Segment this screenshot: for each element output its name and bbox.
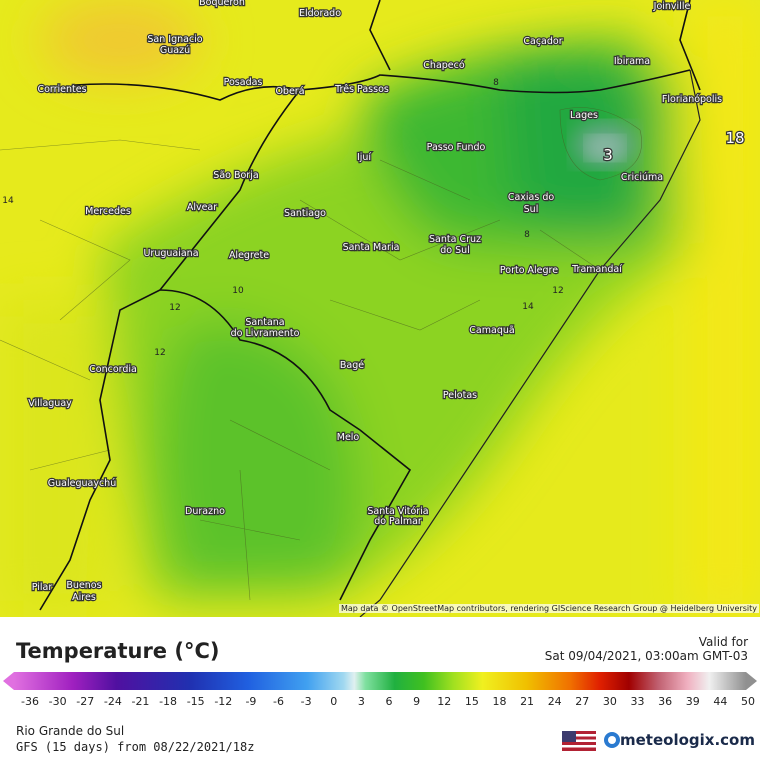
city-label: Melo <box>337 432 360 443</box>
city-label: Passo Fundo <box>427 142 486 153</box>
city-label: Bagé <box>340 360 364 371</box>
region: Rio Grande do Sul <box>16 724 125 738</box>
contour-label: 10 <box>232 286 244 296</box>
city-label: Camaquã <box>469 325 514 336</box>
colorbar-tick: -30 <box>48 695 67 708</box>
colorbar-tick: -3 <box>300 695 312 708</box>
colorbar-tick: 36 <box>658 695 673 708</box>
city-label: Criciúma <box>621 172 663 183</box>
city-label: do Sul <box>440 245 470 256</box>
contour-label: 8 <box>524 230 530 240</box>
city-label: Tramandaí <box>571 264 622 275</box>
colorbar-tick: 33 <box>630 695 645 708</box>
colorbar-tick: -9 <box>245 695 257 708</box>
contour-label: 18 <box>725 129 744 147</box>
city-label: Chapecó <box>423 60 465 71</box>
contour-label: 8 <box>493 78 499 88</box>
colorbar-tick: -27 <box>76 695 95 708</box>
colorbar-tick: 9 <box>413 695 421 708</box>
city-label: Pilar <box>32 582 53 593</box>
city-label: Durazno <box>185 506 225 517</box>
contour-label: 14 <box>522 302 534 312</box>
legend-panel: Temperature (°C) Valid for Sat 09/04/202… <box>0 617 760 760</box>
colorbar-tick: 24 <box>547 695 562 708</box>
city-label: Caçador <box>523 36 562 47</box>
colorbar-tick: 44 <box>713 695 728 708</box>
colorbar-tick: -12 <box>214 695 233 708</box>
map: Boqueron Eldorado Joinville San IgnacioGuaz… <box>0 0 760 617</box>
city-label: Ibirama <box>614 56 650 67</box>
brand[interactable]: meteologix.com <box>620 731 755 749</box>
city-label: Santa Maria <box>343 242 400 253</box>
city-label: Concordia <box>89 364 137 375</box>
city-label: Porto Alegre <box>500 265 558 276</box>
colorbar-tick: -15 <box>186 695 205 708</box>
city-label: Eldorado <box>299 8 341 19</box>
city-label: Buenos <box>66 580 101 591</box>
colorbar-tick: 27 <box>575 695 590 708</box>
colorbar-tick: 18 <box>492 695 507 708</box>
city-label: do Palmar <box>374 516 422 527</box>
city-label: Ijuí <box>357 152 371 163</box>
contour-label: 12 <box>154 348 165 358</box>
city-label: Boqueron <box>199 0 245 8</box>
city-label: Alvear <box>187 202 217 213</box>
colorbar-tick: -18 <box>159 695 178 708</box>
city-label: Santana <box>245 317 284 328</box>
colorbar-tick: 30 <box>602 695 617 708</box>
flag-icon <box>562 731 596 751</box>
colorbar-tick: 3 <box>357 695 365 708</box>
city-label: Uruguaiana <box>143 248 198 259</box>
attribution: Map data © OpenStreetMap contributors, r… <box>339 604 759 613</box>
brand-icon <box>604 732 620 748</box>
colorbar-tick: 15 <box>464 695 479 708</box>
city-label: Santiago <box>284 208 326 219</box>
colorbar-tick: 6 <box>385 695 393 708</box>
colorbar-tick: 21 <box>520 695 535 708</box>
city-label: Alegrete <box>229 250 269 261</box>
city-label: do Livramento <box>231 328 300 339</box>
city-label: Mercedes <box>85 206 131 217</box>
colorbar-tick: 50 <box>741 695 755 708</box>
model-run: GFS (15 days) from 08/22/2021/18z <box>16 740 255 754</box>
valid-time: Sat 09/04/2021, 03:00am GMT-03 <box>544 649 748 663</box>
city-label: Posadas <box>224 77 263 88</box>
contour-label: 12 <box>169 303 180 313</box>
city-label: Villaguay <box>28 398 72 409</box>
colorbar-tick: -36 <box>21 695 39 708</box>
city-label: Oberá <box>275 86 304 97</box>
colorbar-arrow <box>746 672 757 690</box>
contour-label: 3 <box>603 146 613 164</box>
city-label: Joinville <box>653 1 691 12</box>
city-label: Gualeguaychú <box>48 478 116 489</box>
colorbar-tick: -24 <box>103 695 122 708</box>
city-label: Corrientes <box>37 84 86 95</box>
city-label: Santa Cruz <box>429 234 481 245</box>
colorbar-tick: -6 <box>273 695 285 708</box>
city-label: Sul <box>524 204 539 215</box>
city-label: Três Passos <box>334 84 389 95</box>
city-label: Pelotas <box>443 390 477 401</box>
colorbar <box>14 672 746 690</box>
city-label: São Borja <box>213 170 258 181</box>
city-label: Caxias do <box>508 192 555 203</box>
city-label: Aires <box>72 592 96 603</box>
city-label: Santa Vitória <box>367 506 428 517</box>
valid-label: Valid for <box>698 635 748 649</box>
city-label: Guazú <box>160 45 190 56</box>
colorbar-tick: -21 <box>131 695 150 708</box>
contour-label: 14 <box>2 196 14 206</box>
city-label: Lages <box>570 110 598 121</box>
city-label: San Ignacio <box>147 34 202 45</box>
contour-label: 12 <box>552 286 563 296</box>
city-label: Florianópolis <box>662 94 722 105</box>
colorbar-tick: 12 <box>437 695 452 708</box>
colorbar-arrow <box>3 672 14 690</box>
colorbar-tick: 0 <box>330 695 338 708</box>
colorbar-tick: 39 <box>685 695 700 708</box>
legend-title: Temperature (°C) <box>16 639 220 663</box>
